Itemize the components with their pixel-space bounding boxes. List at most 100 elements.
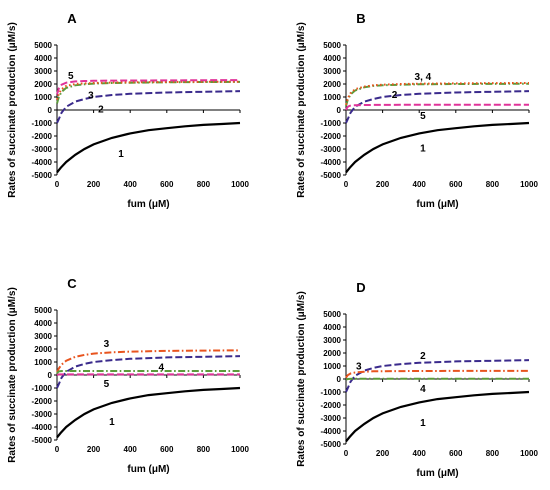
y-tick-label: 1000 [323, 93, 341, 102]
series-line-4 [56, 80, 241, 100]
x-axis-title: fum (μM) [127, 464, 169, 475]
y-tick-label: 3000 [34, 332, 52, 341]
curve-label: 3, 4 [415, 72, 432, 83]
y-tick-label: -2000 [32, 132, 53, 141]
curve-label: 4 [420, 384, 426, 395]
x-tick-label: 800 [197, 445, 211, 454]
series-line-4 [345, 377, 529, 381]
y-tick-label: -1000 [321, 119, 342, 128]
y-tick-label: 5000 [34, 306, 52, 315]
series-line-5 [56, 373, 240, 376]
x-tick-label: 600 [449, 449, 463, 458]
series-line-3 [345, 82, 530, 107]
y-tick-label: 0 [337, 106, 342, 115]
x-tick-label: 800 [197, 180, 211, 189]
y-tick-label: 0 [337, 375, 342, 384]
y-tick-label: -1000 [32, 384, 53, 393]
y-tick-label: 4000 [34, 54, 52, 63]
chart-panel-b: B -5000 -4000 -3000 -2000 -1000 0 1000 2000 3000 4… [296, 11, 538, 210]
x-axis-title: fum (μM) [416, 199, 458, 210]
y-tick-label: 1000 [34, 93, 52, 102]
y-tick-label: -2000 [32, 397, 53, 406]
x-tick-label: 0 [344, 180, 349, 189]
y-tick-label: -2000 [321, 401, 342, 410]
chart-panel-a: A-5000-4000-3000-2000-100001000200030004… [7, 11, 249, 210]
x-tick-label: 1000 [520, 180, 538, 189]
y-tick-label: 0 [48, 371, 53, 380]
x-tick-label: 400 [124, 445, 138, 454]
y-tick-label: 4000 [34, 319, 52, 328]
y-tick-label: 3000 [323, 336, 341, 345]
x-tick-label: 0 [55, 180, 60, 189]
y-axis-title: Rates of succinate production (μM/s) [7, 22, 18, 198]
y-tick-label: -5000 [321, 440, 342, 449]
y-tick-label: -2000 [321, 132, 342, 141]
x-tick-label: 0 [344, 449, 349, 458]
series-line-1 [345, 390, 530, 443]
y-tick-label: -3000 [321, 145, 342, 154]
panel-label: D [356, 280, 365, 295]
series-line-2 [345, 90, 530, 124]
curve-label: 1 [118, 149, 124, 160]
y-tick-label: -5000 [32, 436, 53, 445]
x-axis-title: fum (μM) [416, 468, 458, 479]
curve-label: 2 [98, 105, 104, 116]
y-tick-label: 5000 [323, 310, 341, 319]
y-tick-label: -4000 [32, 423, 53, 432]
y-axis-title: Rates of succinate production (μM/s) [296, 22, 307, 198]
curve-label: 5 [68, 71, 74, 82]
y-tick-label: -1000 [32, 119, 53, 128]
y-tick-label: -3000 [321, 414, 342, 423]
y-tick-label: -1000 [321, 388, 342, 397]
y-axis-title: Rates of succinate production (μM/s) [7, 287, 18, 463]
x-tick-label: 400 [413, 449, 427, 458]
x-tick-label: 1000 [231, 445, 249, 454]
series-line-1 [56, 121, 241, 174]
y-tick-label: 1000 [34, 358, 52, 367]
x-tick-label: 400 [413, 180, 427, 189]
chart-panel-d: D-5000-4000-3000-2000-100001000200030004… [296, 280, 538, 479]
series-line-3 [56, 349, 241, 373]
x-tick-label: 800 [486, 180, 500, 189]
curve-label: 3 [356, 361, 362, 372]
series-line-5 [345, 103, 529, 111]
panel-label: B [356, 11, 365, 26]
y-tick-label: 4000 [323, 54, 341, 63]
series-line-5 [56, 79, 241, 95]
chart-panel-c: C-5000-4000-3000-2000-100001000200030004… [7, 276, 249, 475]
y-tick-label: 0 [48, 106, 53, 115]
y-tick-label: -5000 [32, 171, 53, 180]
y-tick-label: -3000 [32, 145, 53, 154]
x-axis-title: fum (μM) [127, 199, 169, 210]
y-tick-label: -4000 [32, 158, 53, 167]
x-tick-label: 200 [376, 449, 390, 458]
x-tick-label: 600 [449, 180, 463, 189]
y-tick-label: 4000 [323, 323, 341, 332]
x-tick-label: 600 [160, 445, 174, 454]
y-tick-label: 2000 [34, 80, 52, 89]
y-tick-label: -4000 [321, 427, 342, 436]
series-line-2 [56, 355, 241, 389]
curve-label: 1 [420, 144, 426, 155]
y-tick-label: 1000 [323, 362, 341, 371]
y-tick-label: 3000 [323, 67, 341, 76]
series-line-2 [345, 359, 530, 393]
x-tick-label: 1000 [231, 180, 249, 189]
panel-label: C [67, 276, 77, 291]
series-line-2 [56, 90, 241, 124]
series-line-1 [345, 121, 530, 174]
curve-label: 4 [159, 363, 165, 374]
y-axis-title: Rates of succinate production (μM/s) [296, 291, 307, 467]
curve-label: 3 [104, 339, 110, 350]
x-tick-label: 600 [160, 180, 174, 189]
y-tick-label: -5000 [321, 171, 342, 180]
y-tick-label: 2000 [323, 80, 341, 89]
x-tick-label: 200 [87, 180, 101, 189]
y-tick-label: -4000 [321, 158, 342, 167]
y-tick-label: 3000 [34, 67, 52, 76]
y-tick-label: 2000 [34, 345, 52, 354]
x-tick-label: 400 [124, 180, 138, 189]
x-tick-label: 1000 [520, 449, 538, 458]
curve-label: 5 [104, 379, 110, 390]
